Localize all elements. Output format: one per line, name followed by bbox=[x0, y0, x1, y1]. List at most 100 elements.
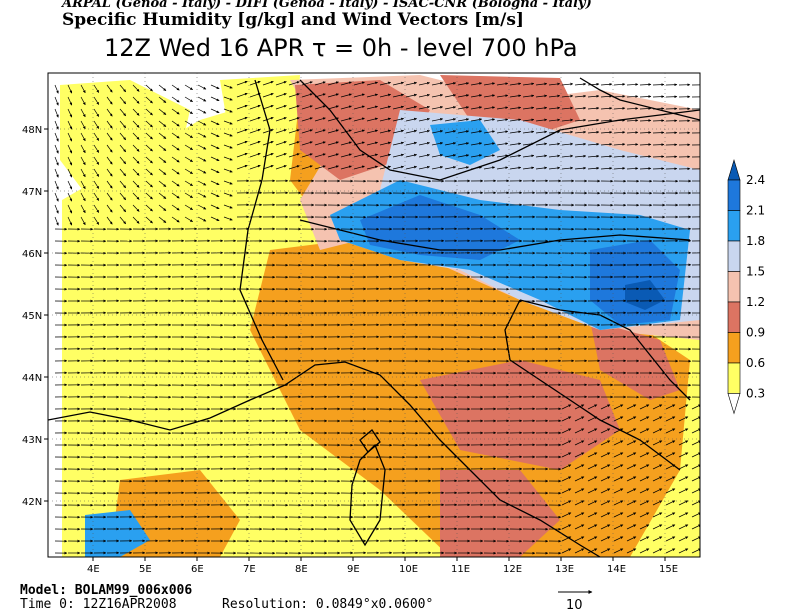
wind-vector bbox=[54, 96, 59, 106]
wind-vector bbox=[561, 94, 574, 98]
wind-vector bbox=[80, 204, 86, 214]
wind-vectors bbox=[54, 80, 700, 555]
wind-vector bbox=[574, 500, 585, 506]
wind-vector bbox=[197, 108, 207, 114]
wind-vector bbox=[587, 428, 598, 434]
wind-vector bbox=[106, 96, 113, 105]
wind-vector bbox=[587, 82, 600, 86]
lat-tick-label: 46N bbox=[22, 249, 42, 260]
wind-vector bbox=[548, 82, 561, 86]
wind-vector bbox=[145, 192, 153, 200]
wind-vector bbox=[392, 165, 404, 170]
wind-vector bbox=[106, 144, 113, 153]
wind-vector bbox=[613, 476, 624, 482]
lat-tick-label: 45N bbox=[22, 311, 42, 322]
wind-vector bbox=[431, 141, 444, 146]
wind-vector bbox=[106, 204, 113, 213]
wind-vector bbox=[483, 154, 496, 158]
wind-vector bbox=[613, 130, 626, 134]
wind-vector bbox=[626, 95, 639, 98]
wind-vector bbox=[132, 144, 140, 152]
wind-vector bbox=[223, 180, 233, 185]
wind-vector bbox=[366, 81, 378, 86]
wind-vector bbox=[262, 116, 274, 122]
wind-vector bbox=[119, 180, 127, 189]
wind-vector bbox=[366, 153, 378, 158]
wind-vector bbox=[418, 153, 430, 158]
wind-vector bbox=[93, 156, 100, 165]
lat-tick-label: 44N bbox=[22, 373, 42, 384]
wind-vector bbox=[574, 440, 585, 446]
wind-vector bbox=[275, 81, 287, 86]
wind-vector bbox=[613, 452, 624, 458]
wind-vector bbox=[431, 117, 444, 122]
wind-vector bbox=[171, 180, 180, 187]
wind-vector bbox=[561, 536, 572, 542]
wind-vector bbox=[639, 143, 652, 146]
wind-vector bbox=[626, 452, 637, 458]
wind-vector bbox=[483, 142, 496, 146]
wind-vector bbox=[561, 488, 572, 494]
wind-vector bbox=[171, 84, 180, 91]
wind-vector bbox=[184, 216, 193, 222]
wind-vector bbox=[353, 117, 365, 122]
wind-vector bbox=[249, 104, 261, 110]
wind-vector bbox=[145, 132, 153, 140]
wind-vector bbox=[275, 141, 287, 146]
wind-vector bbox=[327, 153, 339, 158]
longitude-ticks: 4E 5E 6E 7E 8E 9E 10E 11E 12E 13E 14E 15E bbox=[87, 73, 678, 575]
wind-vector bbox=[54, 204, 59, 214]
wind-vector bbox=[184, 168, 193, 174]
wind-vector bbox=[197, 168, 207, 174]
wind-vector bbox=[106, 216, 113, 225]
wind-vector bbox=[132, 156, 140, 164]
wind-vector bbox=[210, 168, 220, 174]
wind-vector bbox=[353, 153, 365, 158]
wind-vector bbox=[587, 488, 598, 494]
wind-vector bbox=[158, 180, 167, 187]
wind-vector bbox=[405, 141, 417, 146]
wind-vector bbox=[145, 180, 153, 188]
lon-tick-label: 7E bbox=[243, 564, 256, 575]
wind-vector bbox=[561, 440, 572, 446]
wind-vector bbox=[418, 165, 430, 170]
wind-vector bbox=[483, 94, 496, 98]
wind-vector bbox=[301, 93, 313, 98]
wind-vector bbox=[301, 117, 313, 122]
wind-vector bbox=[340, 117, 352, 122]
wind-vector bbox=[327, 117, 339, 122]
wind-vector bbox=[678, 416, 689, 422]
wind-vector bbox=[561, 106, 574, 110]
wind-vector bbox=[574, 512, 585, 518]
wind-vector bbox=[197, 132, 207, 138]
wind-vector bbox=[340, 165, 352, 170]
wind-vector bbox=[106, 132, 113, 141]
wind-vector bbox=[93, 132, 100, 141]
wind-vector bbox=[509, 130, 522, 134]
wind-vector bbox=[145, 216, 153, 224]
wind-vector bbox=[223, 84, 233, 89]
wind-vector bbox=[431, 129, 444, 134]
wind-vector bbox=[379, 105, 391, 110]
wind-vector bbox=[678, 488, 689, 494]
wind-vector bbox=[54, 216, 59, 226]
wind-vector bbox=[418, 93, 430, 98]
wind-vector bbox=[288, 129, 300, 134]
wind-vector bbox=[509, 118, 522, 122]
wind-vector bbox=[184, 132, 193, 138]
wind-vector bbox=[405, 153, 417, 158]
wind-vector bbox=[574, 130, 587, 134]
wind-vector bbox=[171, 132, 180, 139]
colorbar-label: 2.1 bbox=[746, 204, 765, 218]
wind-vector bbox=[626, 428, 637, 434]
colorbar-segment bbox=[727, 240, 741, 272]
wind-vector bbox=[158, 168, 167, 175]
lon-tick-label: 8E bbox=[295, 564, 308, 575]
wind-vector bbox=[678, 428, 689, 434]
wind-vector bbox=[405, 129, 417, 134]
wind-vector bbox=[509, 142, 522, 146]
wind-vector bbox=[80, 216, 86, 226]
wind-vector bbox=[106, 180, 113, 189]
wind-vector bbox=[652, 119, 665, 123]
wind-vector bbox=[639, 131, 652, 134]
